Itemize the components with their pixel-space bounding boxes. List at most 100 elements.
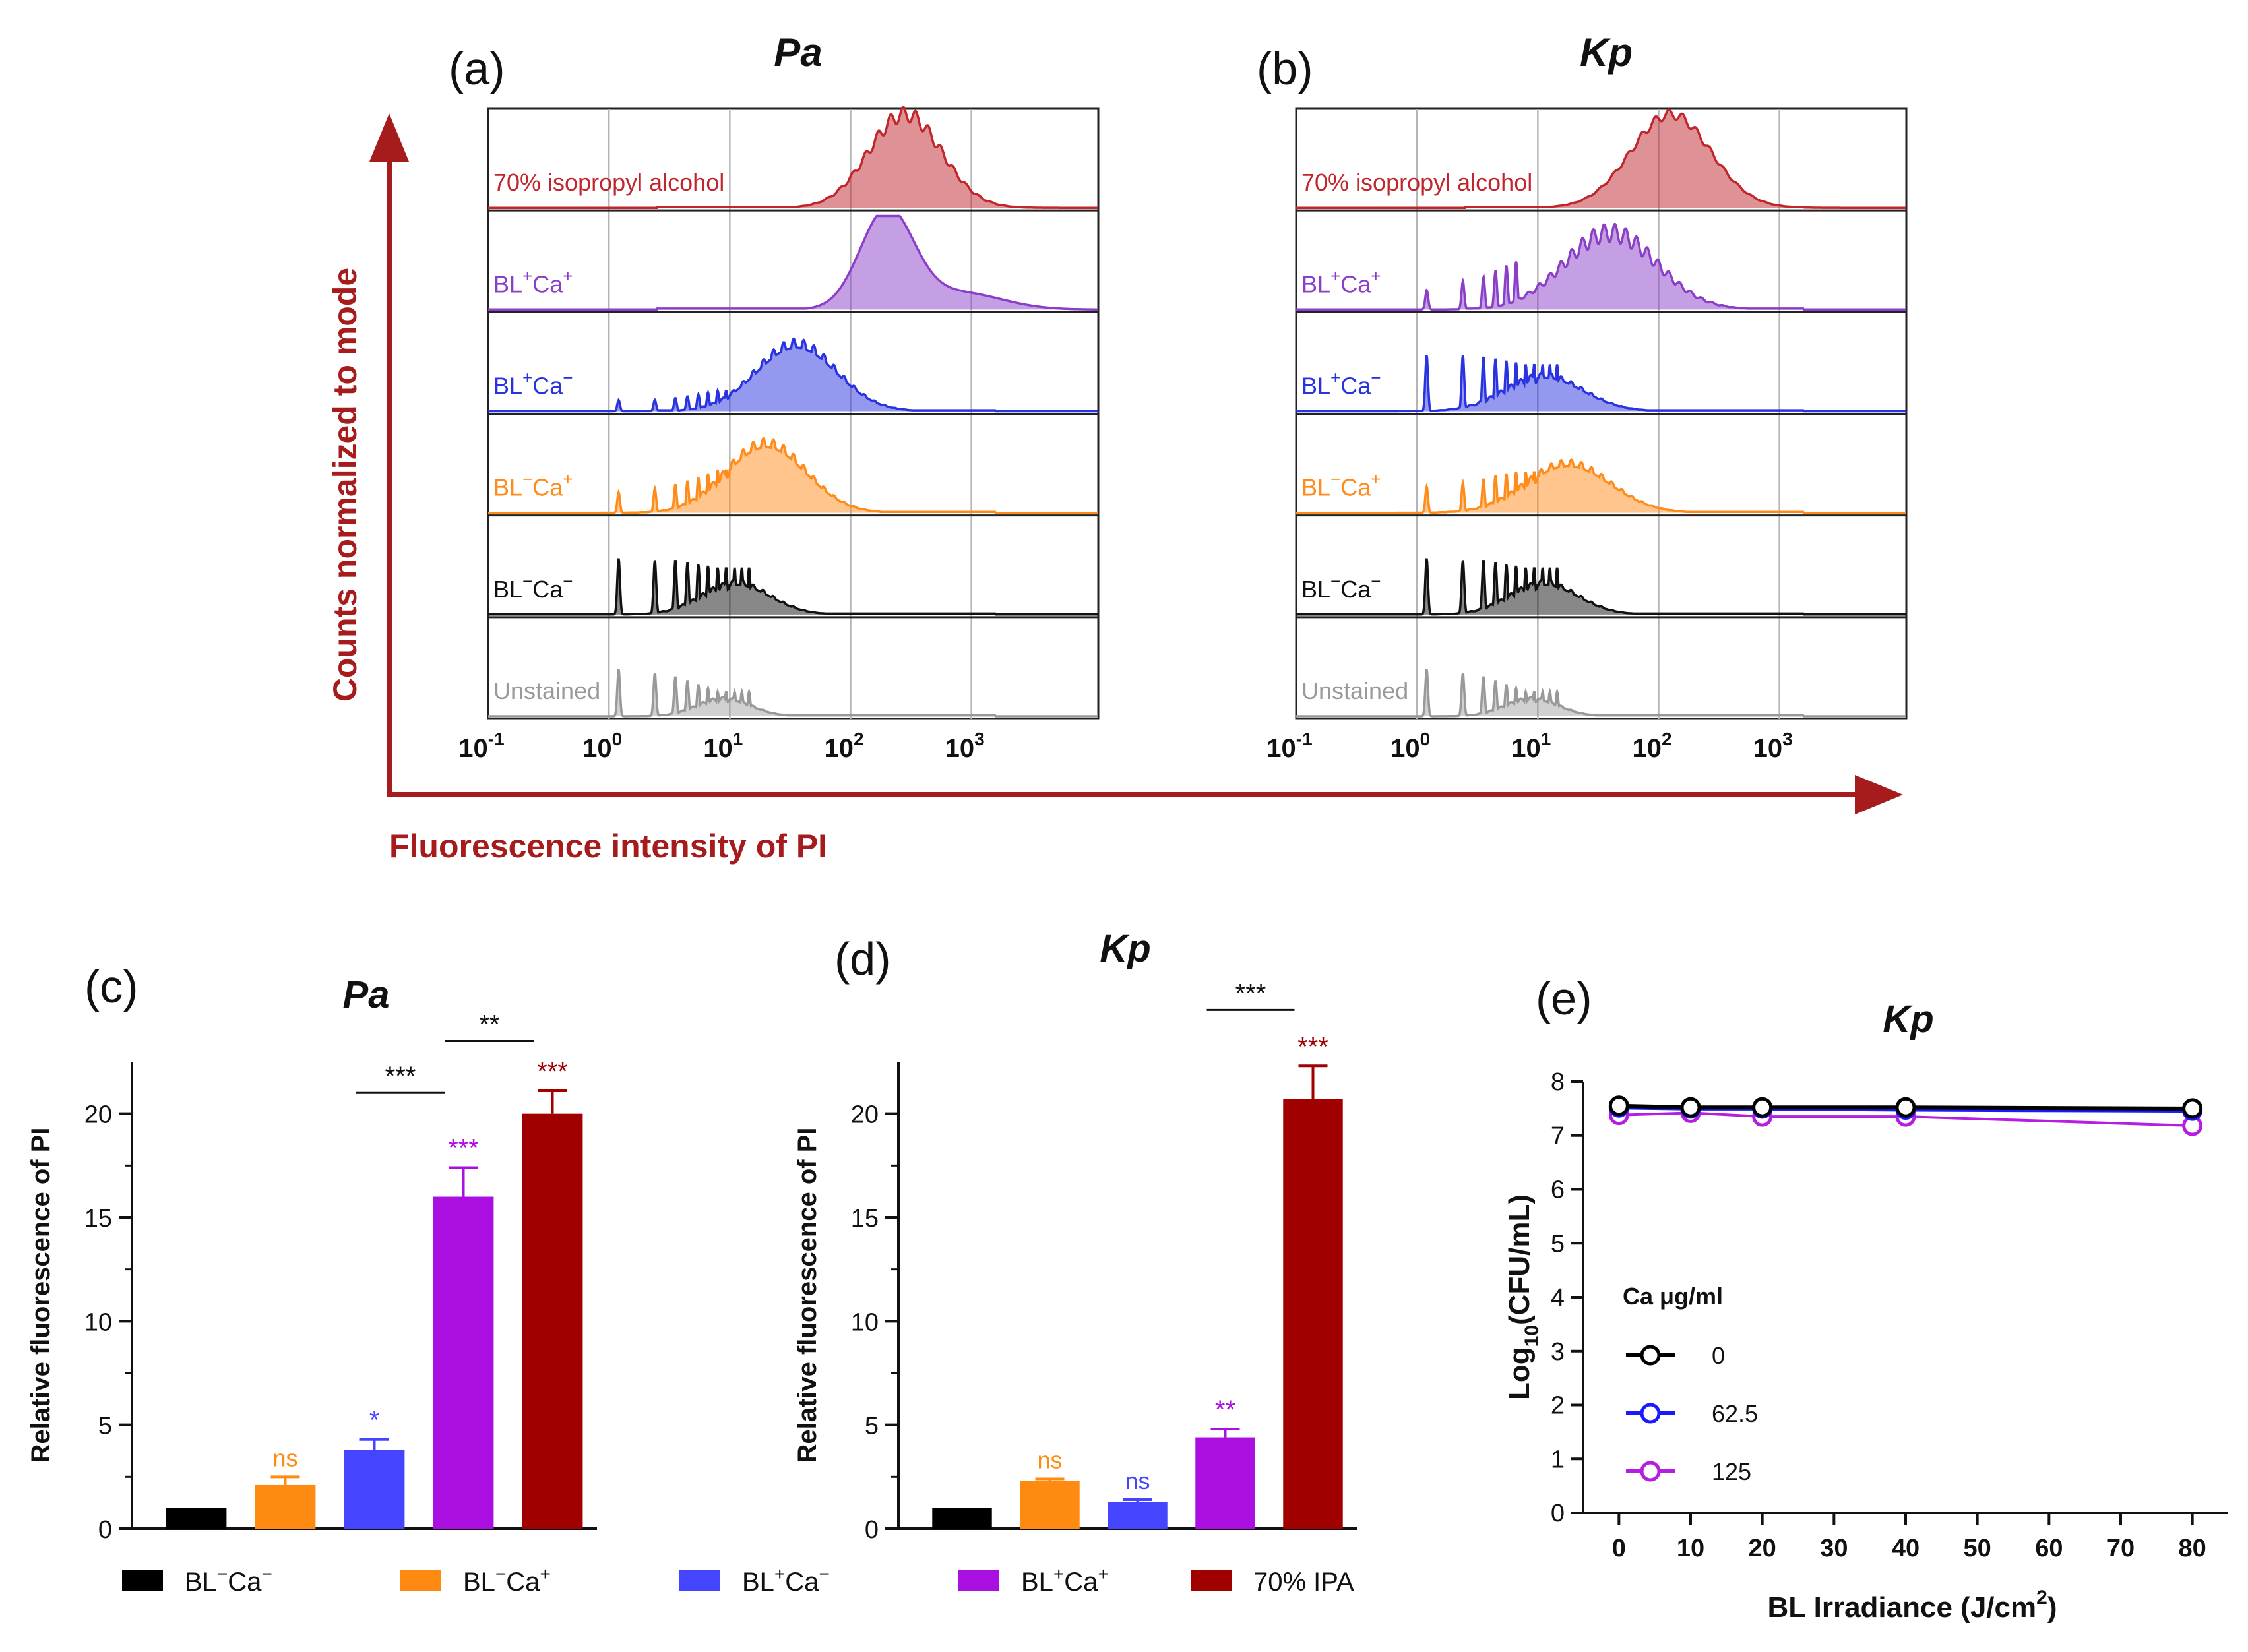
- histogram-fill: [1296, 109, 1906, 208]
- histogram-fill: [488, 338, 1098, 412]
- histogram-fill: [1296, 460, 1906, 513]
- y-tick-label: 5: [1551, 1230, 1565, 1258]
- row-label: Unstained: [493, 677, 600, 704]
- significance-label: ns: [1037, 1446, 1062, 1473]
- y-tick-label: 20: [851, 1101, 879, 1129]
- y-axis-label: Log10(CFU/mL): [1503, 1194, 1543, 1400]
- histogram-fill: [1296, 355, 1906, 412]
- row-label: 70% isopropyl alcohol: [1301, 169, 1532, 196]
- panel-letter: (d): [834, 933, 891, 985]
- significance-label: **: [1215, 1395, 1235, 1424]
- histogram-line: [488, 558, 1098, 616]
- bar-legend: BL−Ca− BL−Ca+ BL+Ca− BL+Ca+ 70% IPA: [122, 1564, 1354, 1597]
- y-tick-label: 1: [1551, 1446, 1565, 1473]
- legend-marker: [1640, 1403, 1661, 1424]
- panel-title: Kp: [1883, 998, 1933, 1041]
- y-tick-label: 7: [1551, 1122, 1565, 1150]
- series-point: [1680, 1097, 1701, 1118]
- histogram-line: [488, 669, 1098, 718]
- bar: [166, 1508, 227, 1529]
- histogram-line: [1296, 108, 1906, 209]
- legend-marker: [1640, 1345, 1661, 1366]
- bar: [255, 1484, 316, 1529]
- x-tick-label: 20: [1749, 1535, 1776, 1562]
- y-tick-label: 2: [1551, 1392, 1565, 1420]
- histogram-line: [1296, 355, 1906, 413]
- row-label: BL+Ca+: [1301, 266, 1381, 297]
- legend-swatch: [122, 1570, 163, 1591]
- x-tick-label: 60: [2035, 1535, 2063, 1562]
- bar: [522, 1113, 583, 1529]
- legend-swatch: [400, 1570, 441, 1591]
- flow-tick-label: 10-1: [458, 729, 504, 763]
- histogram-line: [488, 337, 1098, 413]
- comparison-label: ***: [1235, 979, 1266, 1008]
- legend-label: 70% IPA: [1253, 1568, 1354, 1597]
- y-tick-label: 0: [98, 1516, 112, 1544]
- legend-label: BL+Ca−: [742, 1564, 830, 1597]
- row-label: BL−Ca−: [493, 571, 573, 603]
- y-axis-label: Relative fluorescence of PI: [26, 1127, 55, 1463]
- y-tick-label: 0: [865, 1516, 879, 1544]
- bar: [1108, 1502, 1168, 1529]
- y-tick-label: 10: [851, 1308, 879, 1336]
- series-point: [1608, 1095, 1629, 1117]
- comparison-label: **: [479, 1010, 499, 1039]
- flow-tick-label: 102: [824, 729, 863, 763]
- legend-label: 62.5: [1712, 1400, 1758, 1427]
- row-label: BL−Ca+: [1301, 470, 1381, 501]
- histogram-line: [488, 214, 1098, 311]
- panel-a: 10-1 100 101 102 103 (a) Pa 70% isopropyl alcoh…: [449, 30, 1100, 763]
- significance-label: *: [369, 1406, 380, 1435]
- legend-label: 0: [1712, 1342, 1725, 1369]
- histogram-line: [488, 106, 1098, 209]
- histogram-line: [1296, 669, 1906, 718]
- flow-y-label: Counts normalized to mode: [327, 268, 363, 702]
- row-label: Unstained: [1301, 677, 1408, 704]
- significance-label: ns: [272, 1444, 297, 1471]
- histogram-line: [1296, 458, 1906, 514]
- y-tick-label: 15: [851, 1205, 879, 1233]
- legend-label: BL−Ca+: [463, 1564, 551, 1597]
- y-tick-label: 10: [84, 1308, 112, 1336]
- panel-title: Kp: [1580, 30, 1633, 75]
- bar: [1195, 1437, 1255, 1529]
- y-tick-label: 5: [98, 1413, 112, 1440]
- row-label: 70% isopropyl alcohol: [493, 169, 724, 196]
- row-label: BL+Ca−: [1301, 368, 1381, 400]
- y-tick-label: 5: [865, 1413, 879, 1440]
- panel-d: 0 5 10 15 20 Relative fluorescence of PI (d) Kp…: [793, 927, 1357, 1544]
- panel-title: Kp: [1100, 927, 1150, 970]
- x-tick-label: 70: [2107, 1535, 2135, 1562]
- flow-tick-label: 100: [1390, 729, 1430, 763]
- significance-label: ***: [448, 1134, 479, 1163]
- bar: [1283, 1099, 1343, 1529]
- flow-tick-label: 102: [1632, 729, 1671, 763]
- x-tick-label: 30: [1820, 1535, 1848, 1562]
- legend-label: BL+Ca+: [1021, 1564, 1109, 1597]
- significance-label: ***: [537, 1057, 568, 1086]
- series-point: [1895, 1097, 1916, 1118]
- flow-tick-label: 10-1: [1266, 729, 1312, 763]
- histogram-fill: [1296, 224, 1906, 310]
- row-label: BL+Ca−: [493, 368, 573, 400]
- histogram-fill: [488, 107, 1098, 208]
- bar: [932, 1508, 992, 1529]
- flow-tick-label: 103: [1753, 729, 1793, 763]
- flow-x-label: Fluorescence intensity of PI: [389, 828, 827, 865]
- y-tick-label: 20: [84, 1101, 112, 1129]
- histogram-fill: [488, 216, 1098, 310]
- series-point: [1752, 1097, 1773, 1118]
- x-tick-label: 80: [2179, 1535, 2206, 1562]
- row-label: BL+Ca+: [493, 266, 573, 297]
- flow-tick-label: 100: [582, 729, 622, 763]
- x-axis-label: BL Irradiance (J/cm2): [1768, 1587, 2057, 1624]
- y-tick-label: 8: [1551, 1068, 1565, 1096]
- row-label: BL−Ca−: [1301, 571, 1381, 603]
- legend-marker: [1640, 1461, 1661, 1482]
- histogram-line: [1296, 222, 1906, 311]
- panel-letter: (c): [84, 961, 139, 1012]
- legend-swatch: [1191, 1570, 1232, 1591]
